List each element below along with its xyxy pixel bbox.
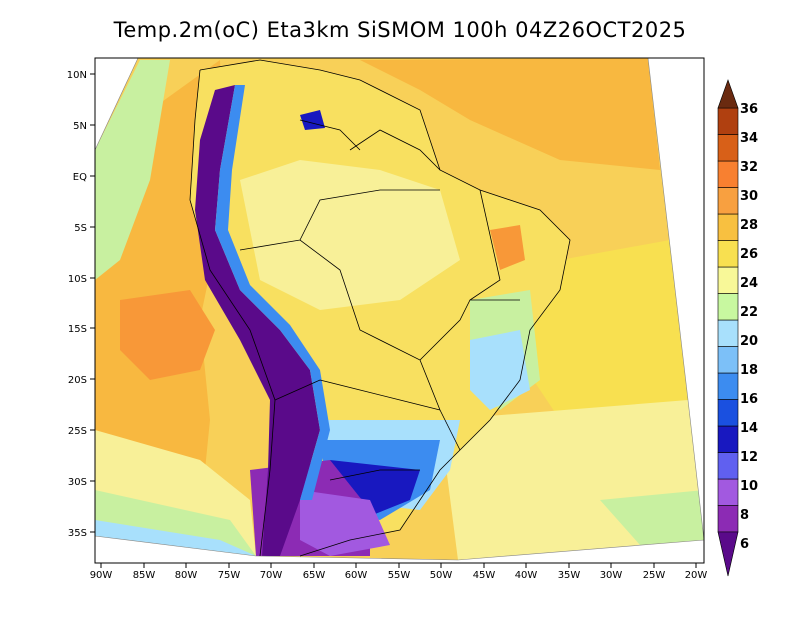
lon-label-55w: 55W [388,570,411,581]
lat-label-25s: 25S [68,426,87,437]
cbar-label-28: 28 [740,218,758,233]
cbar-label-32: 32 [740,160,758,175]
atlantic-mid [520,240,688,420]
colorbar-box [717,160,739,188]
cbar-label-16: 16 [740,392,758,407]
colorbar-top-arrow [717,79,739,109]
colorbar-box [717,319,739,347]
colorbar-box [717,134,739,162]
colorbar-box [717,213,739,241]
lon-label-20w: 20W [685,570,708,581]
andes-cold-strip [195,85,320,556]
andes-blue-edge [215,85,330,500]
lat-label-10s: 10S [68,274,87,285]
amazon-yellow [240,160,460,310]
lon-axis: 90W 85W 80W 75W 70W 65W 60W 55W 50W 45W … [90,563,708,581]
lat-label-10n: 10N [67,70,87,81]
lon-label-75w: 75W [218,570,241,581]
lat-label-20s: 20S [68,375,87,386]
cbar-label-36: 36 [740,102,758,117]
lon-label-40w: 40W [515,570,538,581]
northeast-hot [490,225,525,270]
lon-label-30w: 30W [600,570,623,581]
cbar-label-6: 6 [740,537,749,552]
colorbar-box [717,452,739,480]
lon-label-35w: 35W [558,570,581,581]
lon-label-25w: 25W [643,570,666,581]
pacific-cool-band [95,60,170,280]
lat-label-15s: 15S [68,324,87,335]
colorbar-box [717,399,739,427]
cbar-label-14: 14 [740,421,758,436]
cbar-label-22: 22 [740,305,758,320]
lon-label-90w: 90W [90,570,113,581]
colorbar-box [717,293,739,321]
cbar-label-10: 10 [740,479,758,494]
cbar-label-24: 24 [740,276,758,291]
patagonia-violet [300,490,390,556]
lon-label-65w: 65W [303,570,326,581]
colorbar-box [717,478,739,506]
colorbar-box [717,505,739,533]
colorbar: 36 34 32 30 28 26 24 22 20 18 16 14 12 1… [717,79,758,577]
southeast-lightblue [470,330,530,410]
cbar-label-20: 20 [740,334,758,349]
lon-label-70w: 70W [260,570,283,581]
lon-label-50w: 50W [430,570,453,581]
lat-label-30s: 30S [68,477,87,488]
map-title: Temp.2m(oC) Eta3km SiSMOM 100h 04Z26OCT2… [113,18,687,42]
colorbar-box [717,107,739,135]
colorbar-box [717,346,739,374]
lat-label-5s: 5S [74,223,87,234]
colorbar-box [717,266,739,294]
lon-label-45w: 45W [473,570,496,581]
colorbar-box [717,425,739,453]
colorbar-box [717,187,739,215]
lon-label-80w: 80W [175,570,198,581]
lat-axis: 10N 5N EQ 5S 10S 15S 20S 25S 30S 35S [67,70,95,539]
country-borders [189,59,571,557]
colorbar-bottom-arrow [717,531,739,577]
atlantic-warm [360,58,660,170]
pacific-hot-patch [120,290,215,380]
colorbar-box [717,372,739,400]
cbar-label-8: 8 [740,508,749,523]
cbar-label-34: 34 [740,131,758,146]
map-field [94,57,705,561]
lat-label-35s: 35S [68,528,87,539]
atlantic-south-cool [600,490,704,545]
lat-label-eq: EQ [73,172,87,183]
pacific-south-cold [95,520,256,556]
cbar-label-18: 18 [740,363,758,378]
colorbar-boxes [717,107,739,533]
cbar-label-30: 30 [740,189,758,204]
colorbar-box [717,240,739,268]
cbar-label-26: 26 [740,247,758,262]
lat-label-5n: 5N [73,121,87,132]
lon-label-85w: 85W [133,570,156,581]
lon-label-60w: 60W [345,570,368,581]
cbar-label-12: 12 [740,450,758,465]
